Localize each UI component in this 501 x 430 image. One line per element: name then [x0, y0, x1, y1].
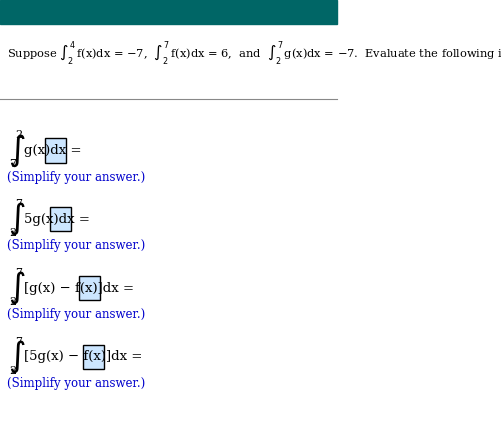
Text: $\int$: $\int$	[8, 339, 26, 375]
Text: 2: 2	[9, 228, 16, 238]
Text: 7: 7	[15, 337, 22, 347]
Text: 7: 7	[15, 268, 22, 278]
Text: (Simplify your answer.): (Simplify your answer.)	[7, 377, 145, 390]
Text: g(x)dx =: g(x)dx =	[24, 144, 86, 157]
Text: 7: 7	[9, 159, 16, 169]
Text: 7: 7	[15, 199, 22, 209]
Text: (Simplify your answer.): (Simplify your answer.)	[7, 240, 145, 252]
Text: $\int$: $\int$	[8, 132, 26, 169]
Text: (Simplify your answer.): (Simplify your answer.)	[7, 171, 145, 184]
Text: Suppose $\int_{2}^{4}\!$ f(x)dx = $-$7,  $\int_{2}^{7}\!$ f(x)dx = 6,  and  $\in: Suppose $\int_{2}^{4}\!$ f(x)dx = $-$7, …	[7, 40, 501, 68]
Text: $\int$: $\int$	[8, 270, 26, 306]
Text: (Simplify your answer.): (Simplify your answer.)	[7, 308, 145, 321]
Text: 2: 2	[9, 297, 16, 307]
FancyBboxPatch shape	[79, 276, 100, 300]
FancyBboxPatch shape	[46, 138, 66, 163]
Text: 2: 2	[15, 130, 22, 141]
Bar	[0, 0, 336, 24]
FancyBboxPatch shape	[83, 345, 104, 369]
Text: 2: 2	[9, 366, 16, 376]
Text: 5g(x)dx =: 5g(x)dx =	[24, 213, 94, 226]
Text: [g(x) − f(x)]dx =: [g(x) − f(x)]dx =	[24, 282, 138, 295]
Text: $\int$: $\int$	[8, 201, 26, 237]
FancyBboxPatch shape	[50, 207, 71, 231]
Text: [5g(x) − f(x)]dx =: [5g(x) − f(x)]dx =	[24, 350, 147, 363]
